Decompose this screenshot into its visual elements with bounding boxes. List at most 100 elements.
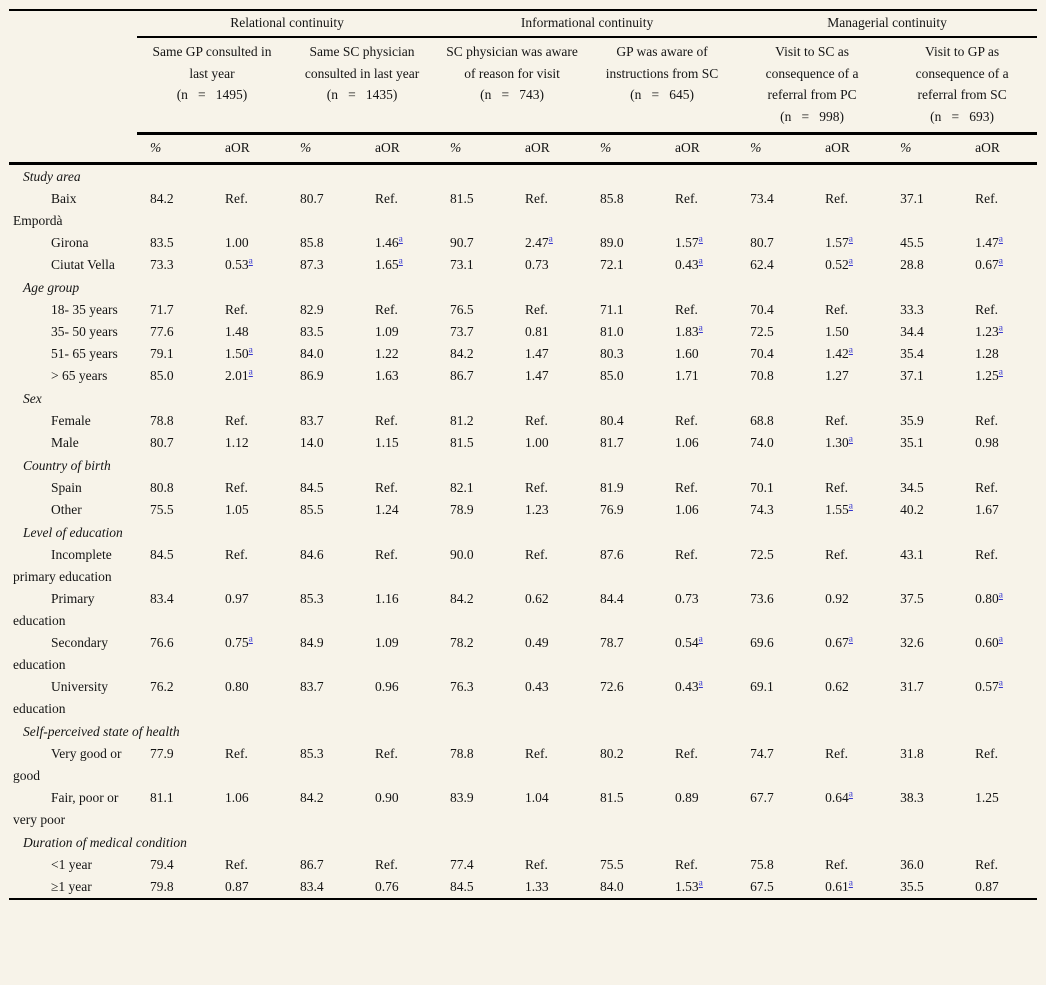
percent-cell: 82.9 <box>300 302 324 317</box>
footnote-a-link[interactable]: a <box>848 234 853 245</box>
aor-cell: 1.48 <box>225 324 249 339</box>
aor-cell: 0.61a <box>825 878 853 894</box>
footnote-a-link[interactable]: a <box>398 256 403 267</box>
percent-cell: 31.8 <box>900 746 924 761</box>
section-label: Sex <box>23 391 42 406</box>
footnote-a-link[interactable]: a <box>848 878 853 889</box>
aor-cell: Ref. <box>975 413 998 428</box>
section-header-row: Self-perceived state of health <box>9 720 1037 743</box>
section-label: Age group <box>23 280 80 295</box>
aor-cell: 1.23a <box>975 323 1003 339</box>
row-label: Ciutat Vella <box>9 254 137 276</box>
aor-cell: 1.22 <box>375 346 399 361</box>
footnote-a-link[interactable]: a <box>698 234 703 245</box>
aor-cell: 1.57a <box>825 234 853 250</box>
footnote-a-link[interactable]: a <box>998 256 1003 267</box>
aor-cell: 0.97 <box>225 591 249 606</box>
percent-cell: 80.7 <box>150 435 174 450</box>
percent-cell: 87.3 <box>300 257 324 272</box>
percent-cell: 40.2 <box>900 502 924 517</box>
percent-cell: 83.4 <box>150 591 174 606</box>
aor-cell: 1.50 <box>825 324 849 339</box>
footnote-a-link[interactable]: a <box>398 234 403 245</box>
footnote-a-link[interactable]: a <box>698 634 703 645</box>
percent-cell: 80.7 <box>300 191 324 206</box>
footnote-a-link[interactable]: a <box>998 367 1003 378</box>
percent-cell: 72.5 <box>750 547 774 562</box>
percent-cell: 80.2 <box>600 746 624 761</box>
footnote-a-link[interactable]: a <box>248 256 253 267</box>
percent-cell: 79.4 <box>150 857 174 872</box>
table-row: Girona 83.5 1.00 85.8 1.46a 90.7 2.47a 89.0 1.57… <box>9 232 1037 254</box>
footnote-a-link[interactable]: a <box>998 323 1003 334</box>
footnote-a-link[interactable]: a <box>698 878 703 889</box>
footnote-a-link[interactable]: a <box>698 678 703 689</box>
percent-cell: 84.5 <box>450 879 474 894</box>
footnote-a-link[interactable]: a <box>248 634 253 645</box>
footnote-a-link[interactable]: a <box>848 634 853 645</box>
percent-cell: 67.7 <box>750 790 774 805</box>
aor-cell: Ref. <box>675 480 698 495</box>
aor-cell: 0.52a <box>825 256 853 272</box>
table-row: 51- 65 years 79.1 1.50a 84.0 1.22 84.2 1.47 80.… <box>9 343 1037 365</box>
footnote-a-link[interactable]: a <box>998 590 1003 601</box>
aor-cell: 0.67a <box>975 256 1003 272</box>
row-label-text: 51- 65 years <box>51 346 118 361</box>
footnote-a-link[interactable]: a <box>998 234 1003 245</box>
row-label: Female <box>9 410 137 432</box>
percent-cell: 78.8 <box>450 746 474 761</box>
footnote-a-link[interactable]: a <box>848 256 853 267</box>
row-label-text: University education <box>13 679 108 716</box>
percent-cell: 83.4 <box>300 879 324 894</box>
percent-header: % <box>137 133 203 165</box>
section-header-row: Duration of medical condition <box>9 831 1037 854</box>
aor-cell: 0.43a <box>675 256 703 272</box>
percent-cell: 37.1 <box>900 191 924 206</box>
aor-cell: 2.47a <box>525 234 553 250</box>
percent-cell: 37.5 <box>900 591 924 606</box>
aor-cell: Ref. <box>375 191 398 206</box>
row-label: Spain <box>9 477 137 499</box>
subheader-n: (n = 693) <box>930 108 995 124</box>
aor-cell: 0.92 <box>825 591 849 606</box>
percent-header: % <box>587 133 654 165</box>
footnote-a-link[interactable]: a <box>848 434 853 445</box>
table-row: University education 76.2 0.80 83.7 0.96 76.3… <box>9 676 1037 720</box>
footnote-a-link[interactable]: a <box>998 634 1003 645</box>
footnote-a-link[interactable]: a <box>848 345 853 356</box>
percent-cell: 70.1 <box>750 480 774 495</box>
percent-cell: 73.6 <box>750 591 774 606</box>
footnote-a-link[interactable]: a <box>998 678 1003 689</box>
aor-cell: Ref. <box>975 746 998 761</box>
footnote-a-link[interactable]: a <box>698 256 703 267</box>
footnote-a-link[interactable]: a <box>848 501 853 512</box>
percent-cell: 86.7 <box>450 368 474 383</box>
subheader-visit-gp-referral-sc: Visit to GP as consequence of a referral… <box>887 37 1038 135</box>
corner-cell <box>9 133 137 165</box>
percent-cell: 83.5 <box>150 235 174 250</box>
aor-cell: 1.00 <box>225 235 249 250</box>
row-label: 35- 50 years <box>9 321 137 343</box>
footnote-a-link[interactable]: a <box>698 323 703 334</box>
aor-cell: 0.53a <box>225 256 253 272</box>
row-label: Primary education <box>9 588 137 632</box>
row-label-text: ≥1 year <box>51 879 92 894</box>
aor-cell: Ref. <box>675 547 698 562</box>
percent-cell: 82.1 <box>450 480 474 495</box>
aor-cell: Ref. <box>675 302 698 317</box>
aor-cell: 1.06 <box>675 502 699 517</box>
table-row: Male 80.7 1.12 14.0 1.15 81.5 1.00 81.7 1.06 74.0… <box>9 432 1037 454</box>
footnote-a-link[interactable]: a <box>848 789 853 800</box>
aor-header: aOR <box>203 133 287 165</box>
table-row: Spain 80.8 Ref. 84.5 Ref. 82.1 Ref. 81.9 Ref. 70.… <box>9 477 1037 499</box>
aor-header: aOR <box>653 133 738 165</box>
row-label-text: Female <box>51 413 91 428</box>
aor-cell: 0.73 <box>525 257 549 272</box>
percent-cell: 72.6 <box>600 679 624 694</box>
aor-cell: 1.27 <box>825 368 849 383</box>
footnote-a-link[interactable]: a <box>248 367 253 378</box>
footnote-a-link[interactable]: a <box>248 345 253 356</box>
percent-cell: 70.4 <box>750 302 774 317</box>
percent-cell: 77.4 <box>450 857 474 872</box>
footnote-a-link[interactable]: a <box>548 234 553 245</box>
